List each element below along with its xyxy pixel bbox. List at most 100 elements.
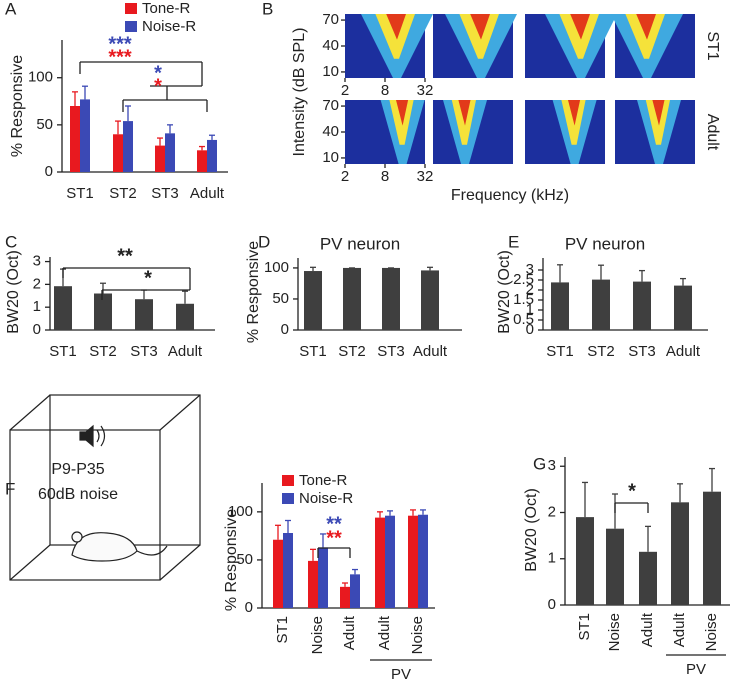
legend-label: Noise-R [299, 490, 353, 507]
tuning-peak [636, 14, 656, 40]
significance-label: *** [108, 33, 132, 55]
bar [343, 267, 361, 330]
y-tick-label: 0 [281, 321, 289, 338]
panel-letter: D [258, 232, 270, 251]
bar [318, 547, 328, 608]
x-tick-label: 8 [381, 82, 389, 99]
x-tick-label: ST1 [49, 343, 77, 360]
sound-waves [96, 425, 106, 447]
x-tick-label: ST2 [587, 343, 615, 360]
x-tick-label: Adult [639, 612, 656, 647]
significance-label: *** [108, 46, 132, 68]
x-tick-label: 2 [341, 168, 349, 185]
y-tick-label: 70 [322, 11, 339, 28]
cage-edge [9, 544, 51, 581]
x-tick-label: ST2 [109, 185, 137, 202]
mouse-ear [71, 531, 83, 543]
bar [308, 560, 318, 608]
bar [135, 299, 153, 330]
x-tick-label: Adult [666, 343, 701, 360]
y-tick-label: 40 [322, 123, 339, 140]
bar [551, 282, 569, 330]
y-tick-label: 0 [526, 321, 534, 338]
legend-swatch [125, 21, 137, 32]
bar [633, 281, 651, 330]
speaker-icon [79, 424, 94, 448]
y-axis-label: % Responsive [245, 241, 262, 343]
y-axis-label: BW20 (Oct) [5, 250, 22, 334]
bar [207, 139, 217, 172]
y-tick-label: 2 [526, 281, 534, 298]
panel-letter: F [5, 479, 15, 498]
y-tick-label: 3 [526, 261, 534, 278]
x-tick-label: Noise [606, 613, 623, 651]
x-tick-label: 32 [417, 168, 434, 185]
y-tick-label: 100 [264, 259, 289, 276]
significance-label: * [154, 62, 162, 84]
panel-title: PV neuron [320, 234, 400, 253]
bar [576, 517, 594, 605]
significance-label: * [144, 267, 152, 289]
y-tick-label: 3 [33, 253, 41, 270]
y-tick-label: 1 [526, 301, 534, 318]
x-tick-label: Adult [671, 612, 688, 647]
legend-swatch [282, 493, 294, 504]
cage-edge [159, 544, 201, 581]
tuning-peak [652, 100, 665, 126]
y-tick-label: 100 [228, 503, 253, 520]
x-tick-label: ST2 [338, 343, 366, 360]
x-tick-label: Adult [341, 615, 358, 650]
bar [273, 539, 283, 608]
tuning-core [645, 100, 670, 145]
tuning-core [375, 14, 415, 59]
x-tick-label: ST1 [546, 343, 574, 360]
legend-label: Tone-R [299, 472, 348, 489]
tuning-core [459, 14, 499, 59]
y-tick-label: 0 [45, 163, 53, 180]
x-tick-label: ST1 [274, 616, 291, 644]
x-tick-label: ST3 [628, 343, 656, 360]
y-axis-label: BW20 (Oct) [496, 250, 513, 334]
bar [70, 106, 80, 172]
group-label: PV [391, 666, 411, 682]
y-tick-label: 70 [322, 97, 339, 114]
y-tick-label: 2 [33, 275, 41, 292]
y-axis-label: % Responsive [9, 55, 26, 157]
bar [592, 279, 610, 330]
y-axis-label: % Responsive [223, 509, 240, 611]
bar [340, 586, 350, 608]
bar [176, 303, 194, 330]
significance-label: ** [326, 527, 342, 549]
tuning-core [625, 14, 665, 59]
panel-letter: G [533, 454, 546, 473]
x-tick-label: Adult [413, 343, 448, 360]
tuning-core [559, 14, 599, 59]
significance-label: * [628, 480, 636, 502]
bar [703, 491, 721, 605]
y-tick-label: 50 [36, 116, 53, 133]
row-label: Adult [704, 114, 721, 151]
y-tick-label: 50 [272, 290, 289, 307]
legend-label: Noise-R [142, 18, 196, 35]
bar [197, 150, 207, 172]
significance-label: * [154, 75, 162, 97]
cage-edge [9, 394, 51, 431]
y-tick-label: 2 [548, 503, 556, 520]
cage-edge [159, 394, 201, 431]
bar [113, 134, 123, 172]
y-tick-label: 0 [245, 599, 253, 616]
bar [606, 528, 624, 605]
y-tick-label: 10 [322, 149, 339, 166]
bar [674, 285, 692, 330]
tuning-peak [458, 100, 471, 126]
x-tick-label: 8 [381, 168, 389, 185]
bar [94, 293, 112, 330]
bar [382, 267, 400, 330]
bar [639, 551, 657, 605]
bar [123, 121, 133, 172]
tuning-peak [470, 14, 490, 40]
inset-text: P9-P35 [51, 461, 104, 478]
row-label: ST1 [704, 31, 721, 60]
y-tick-label: 1 [33, 298, 41, 315]
